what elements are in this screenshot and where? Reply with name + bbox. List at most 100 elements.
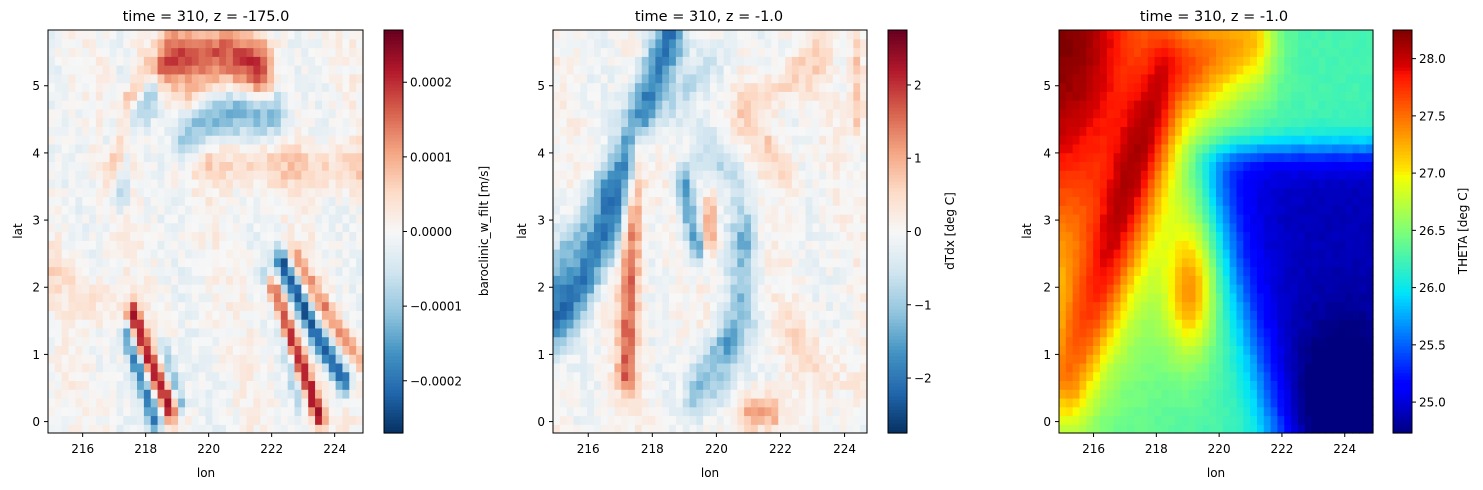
heatmap-cell <box>308 327 316 338</box>
heatmap-cell <box>785 117 793 127</box>
heatmap-cell <box>198 205 207 215</box>
heatmap-cell <box>1072 380 1081 390</box>
heatmap-cell <box>716 397 725 408</box>
heatmap-cell <box>710 108 718 119</box>
heatmap-cell <box>771 170 779 180</box>
heatmap-cell <box>1243 362 1251 373</box>
heatmap-cell <box>600 336 609 346</box>
heatmap-cell <box>130 266 138 276</box>
heatmap-cell <box>246 82 255 92</box>
heatmap-cell <box>621 178 629 189</box>
heatmap-cell <box>730 292 738 303</box>
colorbar-segment <box>384 251 403 256</box>
heatmap-cell <box>198 275 207 285</box>
heatmap-cell <box>191 406 200 417</box>
heatmap-cell <box>580 135 588 145</box>
heatmap-cell <box>342 284 350 294</box>
heatmap-cell <box>239 406 248 417</box>
heatmap-cell <box>566 126 575 136</box>
heatmap-cell <box>205 108 213 119</box>
heatmap-cell <box>839 240 848 250</box>
heatmap-cell <box>212 65 220 75</box>
heatmap-cell <box>349 161 357 171</box>
heatmap-cell <box>287 301 296 311</box>
heatmap-cell <box>730 362 738 373</box>
heatmap-cell <box>730 406 738 417</box>
heatmap-cell <box>280 354 289 364</box>
heatmap-cell <box>839 82 848 92</box>
heatmap-cell <box>1113 415 1122 425</box>
heatmap-cell <box>171 249 179 259</box>
heatmap-cell <box>328 249 337 259</box>
heatmap-cell <box>744 406 752 417</box>
heatmap-cell <box>130 336 138 346</box>
heatmap-cell <box>68 65 76 75</box>
heatmap-cell <box>791 205 800 215</box>
heatmap-cell <box>54 152 63 163</box>
heatmap-cell <box>744 424 752 434</box>
heatmap-cell <box>1284 362 1292 373</box>
heatmap-cell <box>785 424 793 434</box>
heatmap-cell <box>191 196 200 206</box>
heatmap-cell <box>1086 406 1094 417</box>
heatmap-cell <box>68 249 76 259</box>
heatmap-cell <box>805 371 813 382</box>
heatmap-cell <box>600 397 609 408</box>
heatmap-cell <box>860 100 868 110</box>
heatmap-cell <box>669 178 677 189</box>
heatmap-cell <box>798 178 807 189</box>
heatmap-cell <box>771 178 779 189</box>
heatmap-cell <box>1209 371 1217 382</box>
heatmap-cell <box>356 161 364 171</box>
heatmap-cell <box>1161 354 1169 364</box>
x-tick-label: 224 <box>833 442 856 456</box>
heatmap-cell <box>805 91 813 101</box>
heatmap-cell <box>239 222 248 233</box>
heatmap-cell <box>280 310 289 320</box>
heatmap-cell <box>287 424 296 434</box>
heatmap-cell <box>675 371 684 382</box>
heatmap-cell <box>61 222 70 233</box>
heatmap-cell <box>68 30 76 40</box>
heatmap-cell <box>641 170 650 180</box>
heatmap-cell <box>157 406 166 417</box>
heatmap-cell <box>137 38 145 49</box>
heatmap-cell <box>682 196 691 206</box>
heatmap-cell <box>171 336 179 346</box>
heatmap-cell <box>349 266 357 276</box>
heatmap-cell <box>130 406 138 417</box>
heatmap-cell <box>54 362 63 373</box>
heatmap-cell <box>321 143 330 154</box>
heatmap-cell <box>232 371 241 382</box>
heatmap-cell <box>253 100 261 110</box>
heatmap-cell <box>812 222 820 233</box>
heatmap-cell <box>267 73 275 84</box>
heatmap-cell <box>123 240 131 250</box>
heatmap-cell <box>61 126 70 136</box>
heatmap-cell <box>184 213 193 224</box>
heatmap-cell <box>239 38 248 49</box>
heatmap-cell <box>109 371 118 382</box>
heatmap-cell <box>689 161 697 171</box>
heatmap-cell <box>805 354 813 364</box>
heatmap-cell <box>600 161 609 171</box>
heatmap-cell <box>164 284 172 294</box>
heatmap-cell <box>860 249 868 259</box>
heatmap-cell <box>191 292 200 303</box>
heatmap-cell <box>150 327 159 338</box>
x-tick-label: 222 <box>260 442 283 456</box>
heatmap-cell <box>648 170 656 180</box>
heatmap-cell <box>1079 415 1087 425</box>
heatmap-cell <box>621 310 629 320</box>
colorbar-segment <box>888 261 907 266</box>
heatmap-cell <box>130 284 138 294</box>
heatmap-cell <box>614 327 622 338</box>
heatmap-cell <box>607 415 616 425</box>
heatmap-cell <box>150 362 159 373</box>
heatmap-cell <box>287 152 296 163</box>
heatmap-cell <box>573 108 581 119</box>
heatmap-cell <box>342 187 350 198</box>
heatmap-cell <box>294 380 302 390</box>
heatmap-cell <box>798 117 807 127</box>
heatmap-cell <box>826 231 834 241</box>
